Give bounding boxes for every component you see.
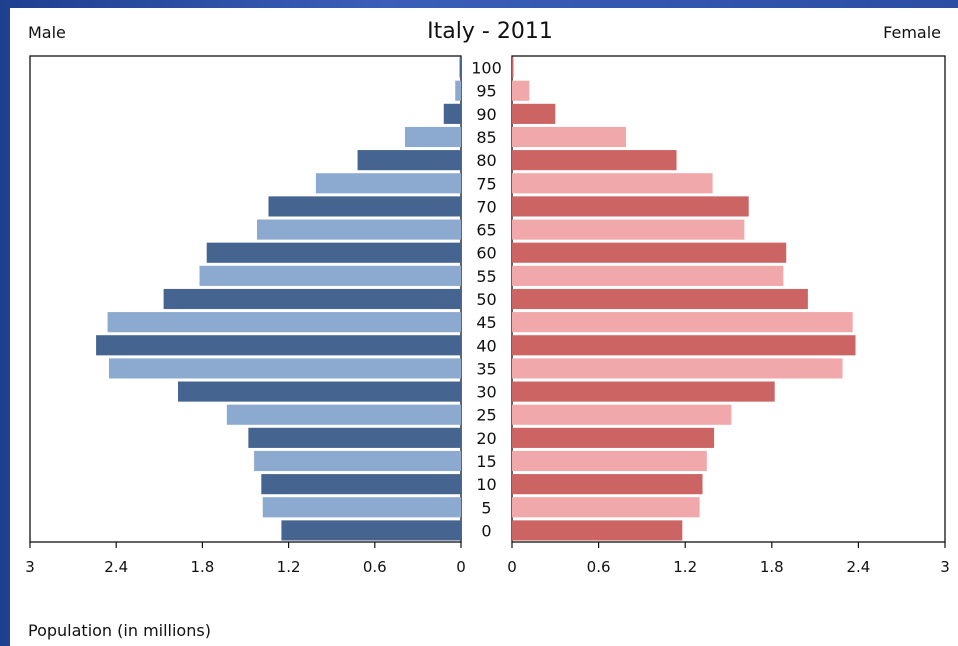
female-bar-15 [512, 450, 707, 472]
female-bar-75 [512, 173, 713, 194]
age-label-60: 60 [476, 244, 496, 263]
female-axis-ticks: 0 0.6 1.2 1.8 2.4 3 [507, 542, 950, 576]
age-label-15: 15 [476, 452, 496, 471]
male-bar-70 [268, 196, 461, 217]
female-bar-60 [512, 242, 787, 263]
male-tick-label: 3 [25, 558, 35, 576]
age-label-10: 10 [476, 475, 496, 494]
chart-title: Italy - 2011 [427, 19, 553, 44]
age-label-40: 40 [476, 336, 496, 355]
male-bar-35 [109, 358, 462, 379]
male-tick-label: 0 [456, 558, 466, 576]
female-tick-label: 1.2 [673, 558, 697, 576]
female-bar-55 [512, 265, 784, 286]
female-bar-35 [512, 358, 843, 379]
male-bar-10 [261, 474, 461, 495]
male-bar-85 [404, 126, 461, 148]
age-label-35: 35 [476, 359, 496, 378]
female-bar-85 [512, 126, 627, 148]
female-bar-95 [512, 80, 530, 101]
male-bars [96, 57, 462, 541]
female-tick-label: 1.8 [760, 558, 784, 576]
female-bar-20 [512, 427, 715, 448]
age-label-85: 85 [476, 128, 496, 147]
age-label-25: 25 [476, 406, 496, 425]
male-bar-45 [107, 312, 461, 333]
female-bar-5 [512, 497, 700, 518]
male-axis-ticks: 3 2.4 1.8 1.2 0.6 0 [25, 542, 466, 576]
female-bars [512, 57, 856, 541]
female-bar-25 [512, 404, 732, 425]
female-bar-45 [512, 312, 853, 333]
male-bar-90 [443, 103, 461, 124]
x-axis-label: Population (in millions) [28, 621, 211, 640]
female-tick-label: 3 [940, 558, 950, 576]
male-bar-65 [256, 219, 461, 240]
male-label: Male [28, 23, 66, 42]
male-bar-60 [206, 242, 461, 263]
male-bar-25 [226, 404, 461, 425]
age-label-45: 45 [476, 313, 496, 332]
male-bar-15 [254, 450, 461, 472]
male-bar-75 [315, 173, 461, 194]
age-label-65: 65 [476, 221, 496, 240]
age-label-75: 75 [476, 174, 496, 193]
male-tick-label: 2.4 [104, 558, 128, 576]
female-tick-label: 2.4 [846, 558, 870, 576]
male-tick-label: 1.2 [277, 558, 301, 576]
female-label: Female [883, 23, 941, 42]
population-pyramid-chart: Italy - 2011 Male Female 100959085807570… [25, 19, 950, 640]
male-bar-100 [459, 57, 461, 78]
age-labels: 1009590858075706560555045403530252015105… [471, 59, 502, 541]
male-bar-95 [455, 80, 461, 101]
age-label-100: 100 [471, 59, 502, 78]
male-bar-80 [357, 150, 461, 171]
female-bar-0 [512, 520, 683, 541]
age-label-95: 95 [476, 82, 496, 101]
chart-card: Italy - 2011 Male Female 100 95 90 85 80 75 70… [10, 8, 958, 646]
female-bar-40 [512, 335, 856, 356]
female-bar-10 [512, 474, 703, 495]
male-bar-20 [248, 427, 461, 448]
female-tick-label: 0 [507, 558, 517, 576]
age-label-30: 30 [476, 383, 496, 402]
female-bar-100 [512, 57, 514, 78]
female-bar-30 [512, 381, 775, 402]
female-bar-90 [512, 103, 556, 124]
female-tick-label: 0.6 [587, 558, 611, 576]
male-bar-40 [96, 335, 461, 356]
age-label-0: 0 [481, 521, 491, 540]
age-label-20: 20 [476, 429, 496, 448]
age-label-50: 50 [476, 290, 496, 309]
age-label-90: 90 [476, 105, 496, 124]
male-tick-label: 1.8 [190, 558, 214, 576]
age-label-80: 80 [476, 151, 496, 170]
female-bar-65 [512, 219, 745, 240]
male-bar-50 [163, 288, 462, 310]
male-tick-label: 0.6 [363, 558, 387, 576]
female-bar-80 [512, 150, 677, 171]
age-label-55: 55 [476, 267, 496, 286]
female-bar-50 [512, 288, 808, 310]
age-label-5: 5 [481, 498, 491, 517]
age-label-70: 70 [476, 197, 496, 216]
male-bar-55 [199, 265, 461, 286]
male-bar-5 [262, 497, 461, 518]
male-bar-30 [177, 381, 461, 402]
male-bar-0 [281, 520, 461, 541]
female-bar-70 [512, 196, 749, 217]
